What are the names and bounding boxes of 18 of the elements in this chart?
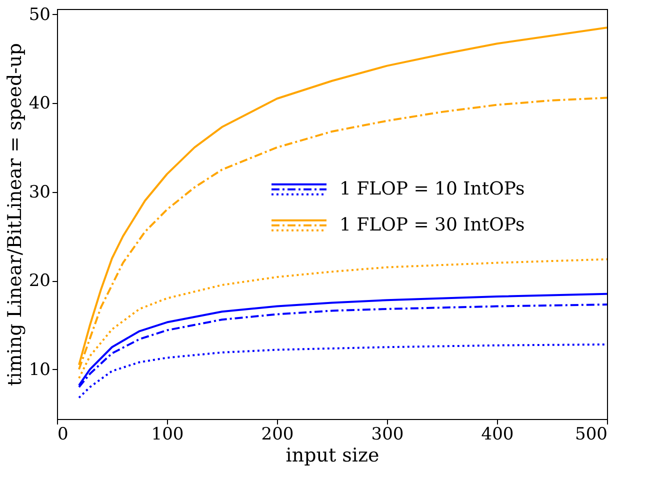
y-tick-label: 50 (28, 4, 50, 25)
x-tick-label: 200 (261, 424, 294, 444)
x-axis-title: input size (286, 444, 380, 466)
line-series (78, 258, 607, 380)
y-tick-label: 30 (28, 182, 50, 202)
legend-label: 1 FLOP = 30 IntOPs (340, 214, 525, 236)
x-tick-label: 500 (575, 424, 608, 444)
y-axis-title: timing Linear/BitLinear = speed-up (4, 43, 26, 386)
line-series (78, 343, 607, 399)
x-tick-label: 400 (481, 424, 514, 444)
line-series (78, 26, 607, 366)
x-tick-label: 300 (371, 424, 404, 444)
legend-label: 1 FLOP = 10 IntOPs (340, 178, 525, 200)
y-tick-label: 20 (28, 271, 50, 292)
x-tick-label: 100 (151, 424, 184, 444)
x-tick-label: 0 (58, 424, 68, 444)
y-tick-label: 10 (28, 360, 50, 380)
y-tick-label: 40 (28, 94, 50, 114)
